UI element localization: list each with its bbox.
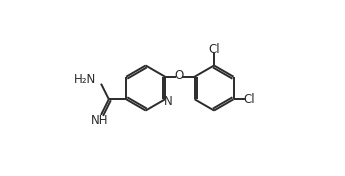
Text: O: O bbox=[174, 69, 184, 82]
Text: Cl: Cl bbox=[243, 93, 255, 106]
Text: Cl: Cl bbox=[208, 43, 220, 55]
Text: N: N bbox=[164, 95, 172, 108]
Text: H₂N: H₂N bbox=[74, 73, 96, 86]
Text: NH: NH bbox=[91, 114, 108, 127]
